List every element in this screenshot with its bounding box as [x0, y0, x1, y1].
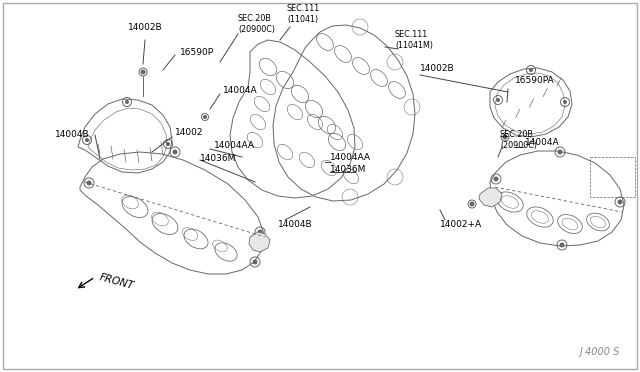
Text: FRONT: FRONT	[98, 273, 135, 291]
Text: 16590P: 16590P	[180, 48, 214, 57]
Text: SEC.111
(11041M): SEC.111 (11041M)	[395, 30, 433, 50]
Circle shape	[204, 115, 207, 119]
Text: 14004B: 14004B	[278, 219, 312, 228]
Circle shape	[166, 142, 170, 145]
Polygon shape	[479, 188, 502, 207]
Circle shape	[560, 243, 564, 247]
Text: 16590PA: 16590PA	[515, 76, 555, 84]
Text: SEC.111
(11041): SEC.111 (11041)	[287, 4, 320, 24]
Circle shape	[558, 150, 562, 154]
Circle shape	[503, 135, 507, 139]
Text: 14002B: 14002B	[420, 64, 454, 73]
Circle shape	[253, 260, 257, 264]
Text: 14004AA: 14004AA	[330, 153, 371, 161]
Text: 14036M: 14036M	[200, 154, 236, 163]
Text: 14004AA: 14004AA	[214, 141, 255, 150]
Text: J 4000 S: J 4000 S	[580, 347, 620, 357]
Text: 14036M: 14036M	[330, 164, 366, 173]
Circle shape	[470, 202, 474, 206]
Text: 14004A: 14004A	[223, 86, 258, 94]
Circle shape	[87, 181, 91, 185]
Text: SEC.20B
(20900C): SEC.20B (20900C)	[238, 14, 275, 34]
Circle shape	[497, 99, 499, 102]
Circle shape	[125, 100, 129, 103]
Circle shape	[258, 230, 262, 234]
Circle shape	[618, 200, 622, 204]
Circle shape	[494, 177, 498, 181]
Circle shape	[173, 150, 177, 154]
Text: 14004A: 14004A	[525, 138, 559, 147]
Text: 14002+A: 14002+A	[440, 219, 482, 228]
Circle shape	[529, 68, 532, 71]
Circle shape	[141, 70, 145, 74]
Text: 14002: 14002	[175, 128, 204, 137]
Circle shape	[86, 138, 88, 141]
Text: SEC.20B
(20900C): SEC.20B (20900C)	[500, 130, 537, 150]
Text: 14004B: 14004B	[55, 129, 90, 138]
Text: 14002B: 14002B	[128, 22, 163, 32]
Polygon shape	[249, 232, 270, 252]
Circle shape	[563, 100, 566, 103]
